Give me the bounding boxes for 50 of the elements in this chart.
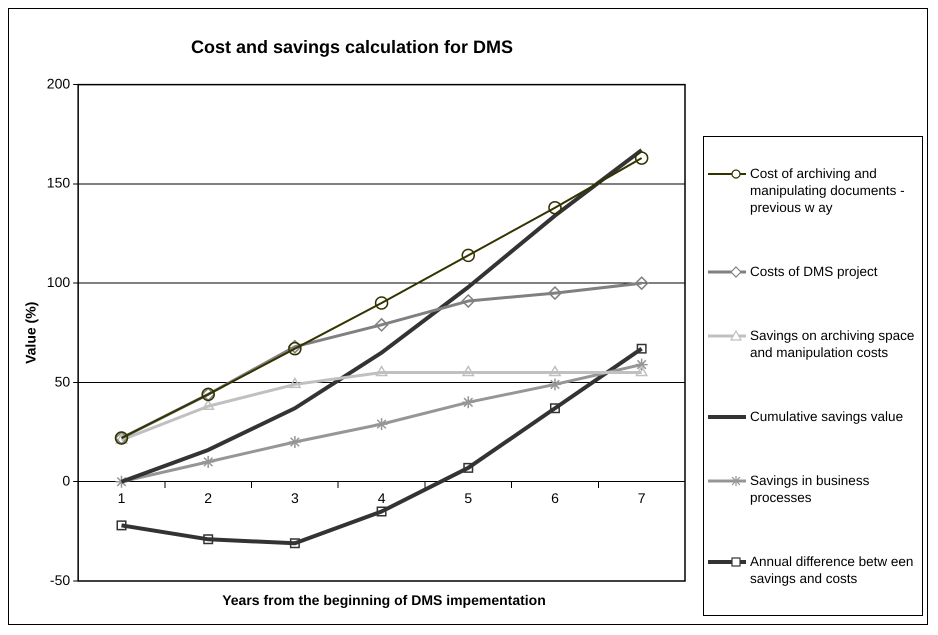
y-tick-label: 150 bbox=[46, 174, 70, 191]
chart-title: Cost and savings calculation for DMS bbox=[190, 36, 514, 57]
x-tick-label: 4 bbox=[378, 490, 386, 506]
point bbox=[374, 296, 388, 310]
x-tick-label: 6 bbox=[551, 490, 560, 506]
point bbox=[636, 366, 648, 376]
x-axis-title: Years from the beginning of DMS impementation bbox=[221, 592, 547, 608]
x-tick-label: 5 bbox=[464, 490, 472, 506]
x-tick-label: 7 bbox=[638, 490, 646, 506]
point bbox=[636, 344, 647, 354]
point bbox=[374, 318, 388, 332]
point bbox=[376, 506, 387, 516]
point bbox=[550, 403, 560, 414]
y-axis-title: Value (%) bbox=[22, 302, 38, 364]
point bbox=[288, 378, 301, 388]
legend-label: Savings on archiving space and manipulation costs bbox=[750, 326, 916, 361]
legend-label: Costs of DMS project bbox=[750, 262, 878, 280]
point bbox=[462, 396, 476, 410]
y-tick-label: 0 bbox=[62, 472, 70, 489]
point bbox=[549, 366, 561, 376]
legend-label: Cumulative savings value bbox=[750, 408, 904, 426]
point bbox=[462, 294, 476, 308]
legend-label: Savings in business processes bbox=[750, 472, 870, 506]
point bbox=[634, 151, 648, 165]
point bbox=[203, 534, 214, 544]
point bbox=[290, 538, 300, 548]
point bbox=[548, 286, 562, 300]
x-tick-label: 1 bbox=[118, 490, 126, 506]
legend-label: Annual difference betw een savings and costs bbox=[750, 553, 914, 588]
point bbox=[201, 455, 215, 469]
point bbox=[288, 435, 302, 449]
point bbox=[114, 474, 128, 488]
point bbox=[462, 248, 476, 262]
point bbox=[116, 520, 126, 530]
y-tick-label: 200 bbox=[46, 75, 70, 92]
y-tick-label: 100 bbox=[46, 274, 70, 290]
point bbox=[634, 276, 648, 290]
point bbox=[634, 358, 648, 372]
point bbox=[463, 462, 474, 473]
point bbox=[374, 417, 388, 431]
y-tick-label: -50 bbox=[50, 572, 70, 588]
point bbox=[548, 200, 562, 214]
point bbox=[376, 366, 388, 376]
legend-label: Cost of archiving and manipulating documents - previous w ay bbox=[750, 164, 906, 216]
point bbox=[202, 400, 214, 410]
x-tick-label: 3 bbox=[290, 490, 299, 506]
y-tick-label: 50 bbox=[54, 373, 70, 390]
point bbox=[548, 378, 562, 392]
x-tick-label: 2 bbox=[204, 490, 212, 506]
point bbox=[462, 366, 474, 376]
